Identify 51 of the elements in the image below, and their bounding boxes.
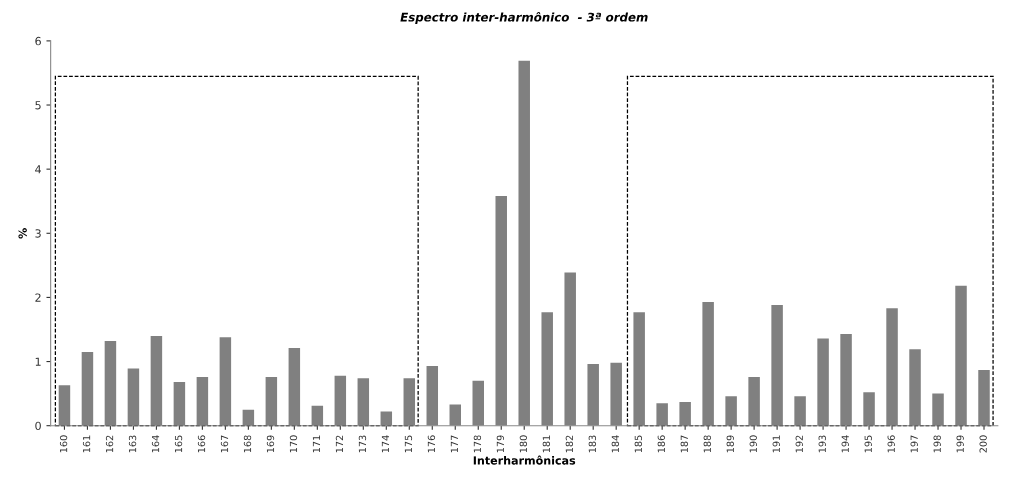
x-tick-label: 161	[82, 435, 91, 453]
x-tick-label: 174	[381, 435, 389, 453]
x-tick-label: 192	[795, 435, 803, 453]
x-tick-label: 184	[611, 435, 620, 453]
x-tick-label: 186	[657, 435, 665, 453]
x-tick-label: 189	[726, 435, 734, 453]
y-tick-label: 5	[35, 101, 41, 110]
x-tick-label: 170	[289, 435, 298, 453]
x-tick-label: 187	[680, 435, 688, 453]
x-tick-label: 199	[956, 435, 964, 453]
x-tick-label: 179	[496, 435, 505, 453]
x-tick-label: 194	[841, 435, 849, 453]
x-tick-label: 160	[59, 435, 68, 453]
x-tick-label: 185	[634, 435, 642, 453]
y-tick-label: 0	[35, 421, 41, 431]
y-tick-label: 6	[35, 36, 41, 46]
x-tick-label: 198	[933, 435, 941, 453]
y-tick-label: 3	[35, 229, 41, 238]
x-tick-label: 182	[565, 435, 574, 453]
x-tick-label: 183	[588, 435, 597, 453]
chart-title: Espectro inter-harmônico - 3ª ordem	[400, 12, 648, 24]
y-tick-label: 2	[35, 293, 41, 302]
x-tick-label: 169	[266, 435, 275, 453]
x-tick-label: 171	[312, 435, 321, 453]
x-tick-label: 196	[887, 435, 895, 453]
x-tick-label: 168	[243, 435, 252, 453]
x-tick-label: 190	[749, 435, 757, 453]
x-tick-label: 193	[818, 435, 826, 453]
x-tick-label: 181	[542, 435, 551, 453]
x-tick-label: 175	[404, 435, 413, 453]
x-tick-label: 172	[335, 435, 343, 453]
x-tick-label: 176	[427, 435, 436, 453]
x-tick-label: 180	[519, 435, 528, 453]
x-tick-label: 167	[220, 435, 229, 453]
x-tick-label: 195	[864, 435, 872, 453]
x-axis-title: Interharmônicas	[473, 455, 576, 465]
x-tick-label: 197	[910, 435, 918, 453]
x-tick-label: 163	[128, 435, 137, 453]
x-tick-label: 173	[358, 435, 367, 453]
x-tick-label: 177	[450, 435, 458, 453]
x-tick-label: 162	[105, 435, 114, 453]
x-tick-label: 165	[174, 435, 183, 453]
x-tick-label: 166	[197, 435, 206, 453]
x-tick-label: 191	[772, 435, 780, 453]
y-axis-title: %	[18, 228, 27, 239]
y-tick-label: 4	[35, 165, 41, 174]
x-tick-label: 188	[703, 435, 711, 453]
x-tick-label: 200	[979, 435, 987, 453]
x-tick-label: 164	[151, 435, 160, 453]
y-tick-label: 1	[35, 357, 41, 366]
x-tick-label: 178	[473, 435, 482, 453]
